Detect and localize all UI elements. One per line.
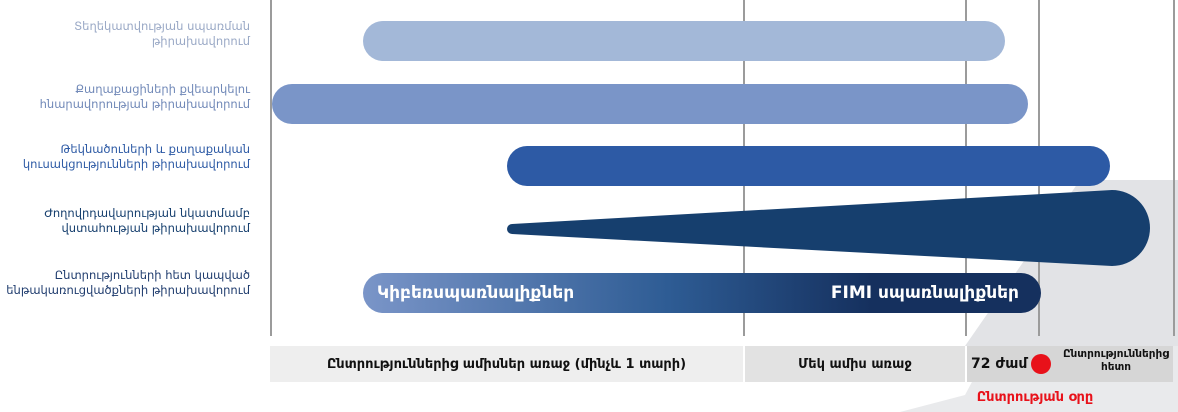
months-before-label: Ընտրություններից ամիսներ առաջ (մինչև 1 տ… <box>326 356 687 372</box>
bar-voting <box>272 84 1028 124</box>
bar-threats: Կիբեռսպառնալիքներ FIMI սպառնալիքներ <box>363 273 1041 313</box>
timeline-line-start <box>270 0 272 336</box>
timeline-line-end <box>1173 0 1175 336</box>
fimi-threats-label: FIMI սպառնալիքներ <box>830 283 1019 303</box>
hours-label: 72 ժամ <box>971 356 1028 372</box>
row-label-infrastructure: Ընտրությունների հետ կապված ենթակառուցված… <box>6 268 250 297</box>
election-day-label: Ընտրության օրը <box>976 390 1094 405</box>
one-month-label: Մեկ ամիս առաջ <box>798 356 912 372</box>
bar-information <box>363 21 1005 61</box>
row-label-information: Տեղեկատվության սպառման թիրախավորում <box>74 19 250 48</box>
election-day-dot <box>1031 354 1051 374</box>
segment-one-month: Մեկ ամիս առաջ <box>745 346 965 382</box>
bar-candidates <box>507 146 1110 186</box>
cyber-threats-label: Կիբեռսպառնալիքներ <box>377 283 575 303</box>
segment-months-before: Ընտրություններից ամիսներ առաջ (մինչև 1 տ… <box>270 346 743 382</box>
row-label-voting: Քաղաքացիների քվեարկելու հնարավորության թ… <box>39 82 250 111</box>
segment-72h: 72 ժամ <box>967 346 1173 382</box>
after-elections-label: Ընտրություններից հետո <box>1062 348 1170 373</box>
row-label-candidates: Թեկնածուների և քաղաքական կուսակցությունն… <box>22 142 250 171</box>
row-label-trust: Ժողովրդավարության նկատմամբ վստահության թ… <box>44 206 250 235</box>
